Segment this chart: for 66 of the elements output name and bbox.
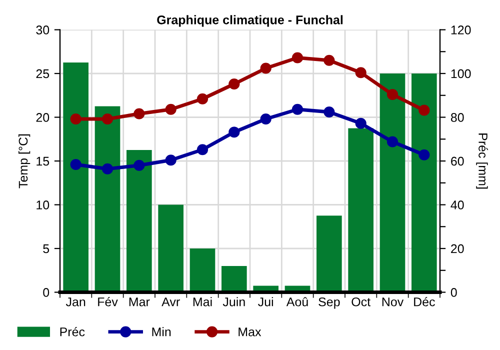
x-tick-label: Déc	[414, 296, 435, 306]
x-tick-label: Fév	[98, 296, 118, 306]
bar	[158, 204, 184, 292]
legend-label: Max	[238, 328, 262, 336]
x-tick-label: Avr	[162, 298, 180, 306]
bar	[348, 128, 374, 292]
bar	[63, 62, 88, 292]
point	[260, 113, 272, 125]
bar	[316, 216, 342, 292]
point	[70, 158, 82, 170]
point	[418, 104, 430, 116]
point	[165, 104, 176, 115]
legend-label: Préc	[60, 326, 85, 336]
y2-tick-label: 40	[450, 200, 464, 210]
y-tick-label: 10	[36, 200, 50, 210]
bar	[380, 74, 406, 292]
bar	[94, 106, 120, 292]
y-tick-label: 30	[36, 26, 50, 34]
point	[324, 54, 335, 66]
legend-label: Min	[152, 327, 171, 336]
bar	[126, 150, 152, 292]
x-tick-label: Mar	[129, 298, 150, 306]
point	[196, 144, 208, 156]
point	[418, 149, 430, 160]
y2-tick-label: 20	[451, 244, 464, 254]
point	[260, 62, 272, 74]
x-tick-label: Mai	[193, 297, 212, 306]
point	[196, 93, 208, 104]
y-axis-title: Temp [°C]	[18, 134, 30, 188]
point	[70, 113, 82, 125]
chart-title: Graphique climatique - Funchal	[157, 15, 343, 27]
point	[165, 154, 176, 166]
bar	[412, 74, 437, 292]
point	[228, 126, 240, 138]
point	[386, 136, 398, 148]
point	[134, 160, 145, 171]
point	[134, 108, 145, 120]
point	[386, 88, 398, 100]
x-tick-label: Juin	[222, 297, 245, 306]
point	[102, 163, 114, 174]
point	[355, 118, 366, 129]
x-tick-label: Nov	[382, 298, 404, 306]
y2-tick-label: 120	[451, 26, 471, 34]
point	[324, 106, 335, 118]
point	[228, 78, 240, 90]
y2-tick-label: 100	[451, 69, 471, 78]
y-tick-label: 15	[36, 156, 50, 166]
x-tick-label: Jui	[258, 297, 273, 306]
y2-tick-label: 80	[450, 113, 464, 122]
bar	[222, 266, 247, 292]
point	[102, 113, 114, 125]
bar	[190, 248, 216, 292]
x-tick-label: Oct	[352, 297, 370, 306]
x-tick-label: Sep	[318, 297, 340, 309]
y2-axis-title: Préc [mm]	[476, 134, 488, 189]
y-tick-label: 0	[43, 288, 50, 297]
y-tick-label: 5	[43, 244, 50, 254]
y2-tick-label: 0	[450, 288, 457, 297]
point	[292, 52, 304, 64]
y-tick-label: 20	[36, 113, 50, 122]
point	[292, 104, 304, 115]
point	[355, 67, 366, 78]
y-tick-label: 25	[36, 69, 50, 78]
y2-tick-label: 60	[451, 156, 464, 166]
x-tick-label: Jan	[66, 298, 86, 306]
x-tick-label: Aoû	[286, 297, 308, 306]
